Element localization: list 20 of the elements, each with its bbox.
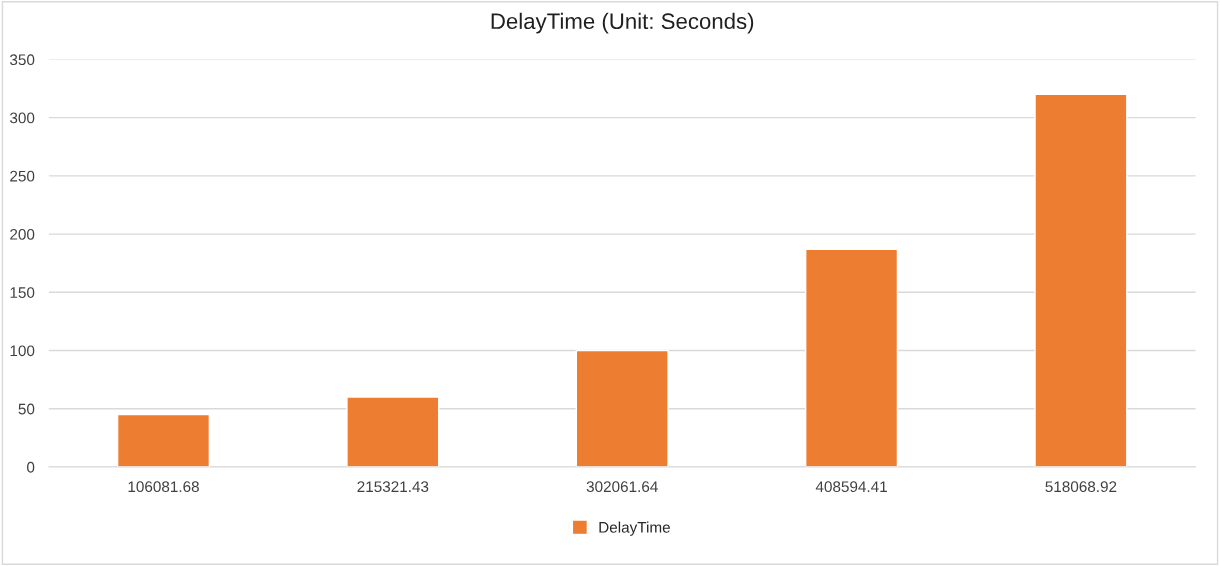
y-tick-label: 0 (27, 461, 35, 473)
bar (116, 413, 211, 467)
x-tick-label: 518068.92 (1045, 481, 1117, 493)
y-tick-label: 100 (10, 345, 35, 357)
y-tick-label: 200 (10, 228, 35, 240)
y-tick-label: 50 (18, 403, 35, 415)
bar (575, 349, 669, 467)
x-tick-label: 302061.64 (586, 481, 658, 493)
y-tick-label: 250 (10, 170, 35, 182)
y-tick-label: 300 (10, 112, 35, 124)
legend-label: DelayTime (599, 521, 670, 536)
y-tick-label: 150 (10, 287, 35, 298)
y-tick-label: 350 (10, 54, 35, 66)
x-tick-label: 106081.68 (128, 481, 199, 493)
bar (346, 396, 440, 467)
chart-title: DelayTime (Unit: Seconds) (491, 12, 754, 34)
x-tick-label: 408594.41 (815, 481, 887, 493)
bar (804, 248, 899, 467)
bar (1034, 93, 1128, 467)
x-tick-label: 215321.43 (357, 481, 429, 493)
